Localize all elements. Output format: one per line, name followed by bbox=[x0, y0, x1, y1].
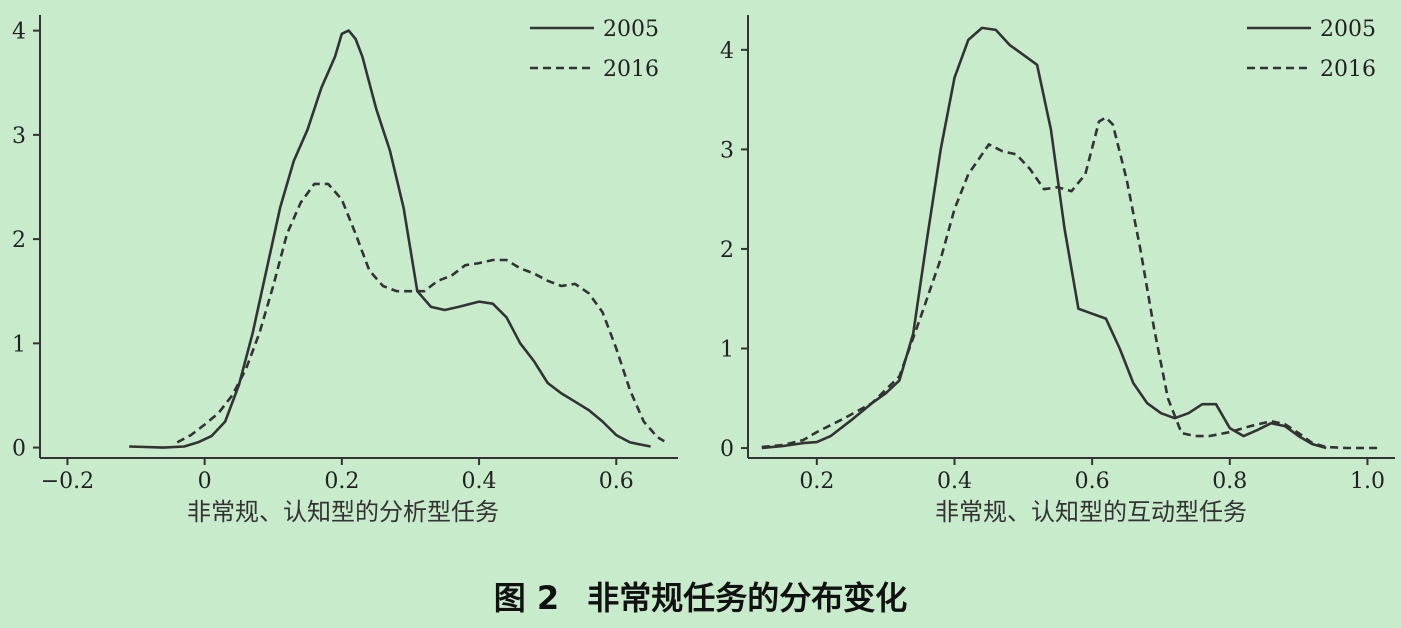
figure-caption: 图 2 非常规任务的分布变化 bbox=[0, 578, 1401, 618]
right-x-tick-label: 1.0 bbox=[1350, 469, 1385, 494]
figure-caption-text: 非常规任务的分布变化 bbox=[587, 579, 908, 617]
right-tick-group: 0.2 0.4 0.6 0.8 1.0 0 1 2 3 4 bbox=[720, 39, 1385, 494]
left-y-tick-label: 0 bbox=[12, 437, 26, 462]
left-x-axis-title: 非常规、认知型的分析型任务 bbox=[187, 498, 499, 526]
right-legend-2016-label: 2016 bbox=[1320, 57, 1376, 82]
left-legend: 2005 2016 bbox=[530, 17, 659, 82]
right-x-tick-label: 0.8 bbox=[1212, 469, 1247, 494]
right-legend-2005-label: 2005 bbox=[1320, 17, 1376, 42]
left-x-tick-label: 0.4 bbox=[462, 469, 497, 494]
right-y-tick-label: 2 bbox=[720, 238, 734, 263]
left-tick-group: −0.2 0 0.2 0.4 0.6 0 1 2 3 4 bbox=[12, 20, 634, 494]
right-x-tick-label: 0.2 bbox=[799, 469, 834, 494]
right-y-tick-label: 3 bbox=[720, 138, 734, 163]
left-y-tick-label: 4 bbox=[12, 20, 26, 45]
right-y-tick-label: 1 bbox=[720, 337, 734, 362]
right-x-tick-label: 0.6 bbox=[1075, 469, 1110, 494]
right-legend: 2005 2016 bbox=[1247, 17, 1376, 82]
left-legend-2016-label: 2016 bbox=[603, 57, 659, 82]
left-series-2016-line bbox=[176, 182, 665, 444]
left-x-tick-label: −0.2 bbox=[41, 469, 94, 494]
figure-panels: −0.2 0 0.2 0.4 0.6 0 1 2 3 4 2005 2016 非常规、认知型的分析… bbox=[12, 15, 1395, 526]
right-x-tick-label: 0.4 bbox=[937, 469, 972, 494]
left-x-tick-label: 0.2 bbox=[324, 469, 359, 494]
figure-caption-number: 图 2 bbox=[493, 579, 560, 617]
right-series-2005-line bbox=[761, 26, 1327, 450]
right-y-tick-label: 0 bbox=[720, 437, 734, 462]
right-x-axis-title: 非常规、认知型的互动型任务 bbox=[935, 498, 1247, 526]
left-density-panel: −0.2 0 0.2 0.4 0.6 0 1 2 3 4 2005 2016 非常规、认知型的分析… bbox=[12, 15, 678, 526]
right-series-2016-line bbox=[761, 116, 1382, 450]
right-y-tick-label: 4 bbox=[720, 39, 734, 64]
left-y-tick-label: 2 bbox=[12, 228, 26, 253]
left-series-2005-line bbox=[129, 29, 651, 449]
right-series-group bbox=[761, 26, 1382, 450]
right-density-panel: 0.2 0.4 0.6 0.8 1.0 0 1 2 3 4 2005 2016 非常规、认知型的互… bbox=[720, 15, 1395, 526]
left-y-tick-label: 1 bbox=[12, 332, 26, 357]
left-y-tick-label: 3 bbox=[12, 124, 26, 149]
left-x-tick-label: 0.6 bbox=[599, 469, 634, 494]
left-legend-2005-label: 2005 bbox=[603, 17, 659, 42]
left-x-tick-label: 0 bbox=[198, 469, 212, 494]
left-series-group bbox=[129, 29, 665, 449]
